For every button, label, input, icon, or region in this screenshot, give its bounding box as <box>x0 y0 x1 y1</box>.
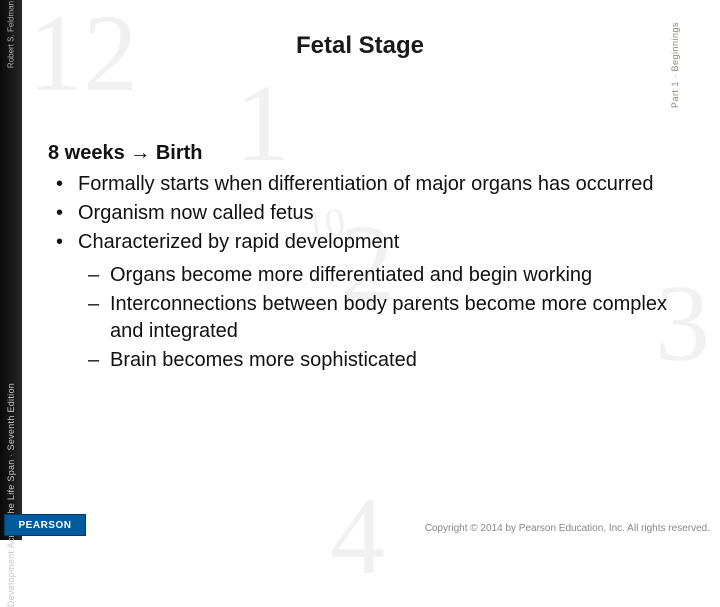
bullet-list: Formally starts when differentiation of … <box>48 171 680 256</box>
pearson-logo: PEARSON <box>4 514 86 536</box>
sub-bullet-text: Interconnections between body parents be… <box>110 293 667 342</box>
spine-title: Development Across the Life Span · Seven… <box>6 383 16 607</box>
slide-footer: PEARSON Copyright © 2014 by Pearson Educ… <box>0 512 720 540</box>
section-tab: Part 1 · Beginnings <box>702 0 720 120</box>
book-spine: Robert S. Feldman Development Across the… <box>0 0 22 540</box>
bullet-text: Organism now called fetus <box>78 202 314 224</box>
list-item: Brain becomes more sophisticated <box>48 347 680 374</box>
page-title: Fetal Stage <box>0 32 720 60</box>
sub-bullet-text: Organs become more differentiated and be… <box>110 264 592 286</box>
bullet-text: Formally starts when differentiation of … <box>78 173 653 195</box>
list-item: Characterized by rapid development <box>48 229 680 256</box>
bullet-text: Characterized by rapid development <box>78 231 399 253</box>
content-heading: 8 weeks → Birth <box>48 140 680 167</box>
list-item: Formally starts when differentiation of … <box>48 171 680 198</box>
list-item: Organs become more differentiated and be… <box>48 262 680 289</box>
sub-bullet-list: Organs become more differentiated and be… <box>48 262 680 374</box>
list-item: Organism now called fetus <box>48 200 680 227</box>
copyright-text: Copyright © 2014 by Pearson Education, I… <box>425 523 710 534</box>
list-item: Interconnections between body parents be… <box>48 291 680 345</box>
slide-content: 8 weeks → Birth Formally starts when dif… <box>48 140 680 376</box>
sub-bullet-text: Brain becomes more sophisticated <box>110 349 417 371</box>
